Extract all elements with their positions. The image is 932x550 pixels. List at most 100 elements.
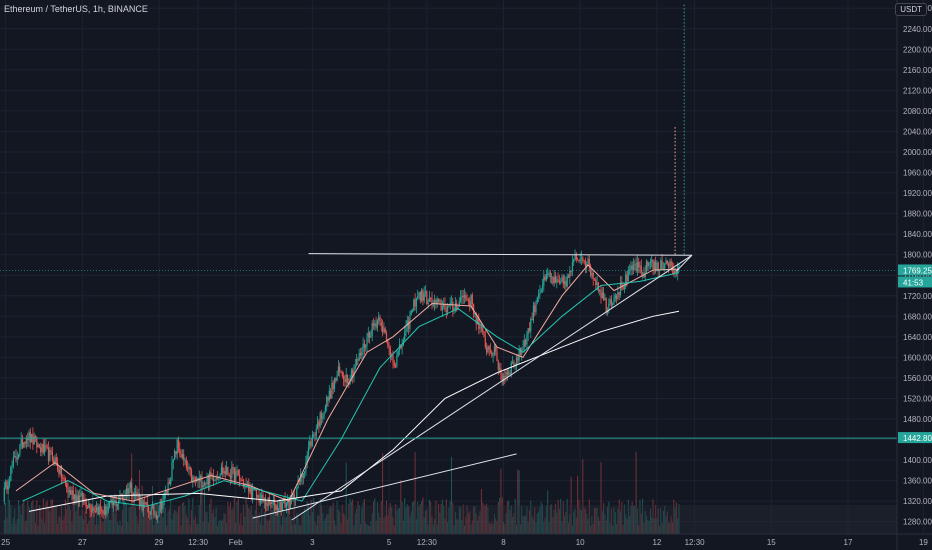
candle-body <box>587 258 589 264</box>
candle-body <box>605 298 607 313</box>
y-tick-label: 1760.00 <box>903 271 932 280</box>
candle-body <box>441 306 443 311</box>
volume-bar <box>274 510 276 534</box>
candle-body <box>336 375 338 381</box>
candle-body <box>601 292 603 298</box>
candle-body <box>558 280 560 283</box>
volume-bar <box>152 486 153 534</box>
candle-body <box>50 450 52 452</box>
candle-body <box>346 374 349 384</box>
candle-body <box>657 262 659 272</box>
candle-body <box>200 475 202 478</box>
candle-body <box>462 295 464 298</box>
volume-bar <box>512 516 514 534</box>
volume-bar <box>643 522 645 534</box>
candle-body <box>133 492 135 497</box>
volume-bar <box>401 502 403 534</box>
volume-bar <box>466 505 468 534</box>
volume-bar <box>505 512 507 534</box>
candle-body <box>387 339 389 346</box>
volume-bar <box>48 507 49 534</box>
volume-bar <box>620 511 621 534</box>
volume-bar <box>522 516 524 534</box>
volume-bar <box>357 501 359 534</box>
candle-body <box>645 261 648 273</box>
candle-body <box>223 470 225 474</box>
volume-bar <box>106 502 108 534</box>
volume-bar <box>64 499 66 534</box>
candle-body <box>259 498 261 503</box>
candle-body <box>392 355 394 363</box>
volume-bar <box>120 525 122 534</box>
candle-body <box>414 299 416 307</box>
y-tick-label: 1600.00 <box>903 353 932 362</box>
candle-body <box>423 293 425 301</box>
symbol-title[interactable]: Ethereum / TetherUS, 1h, BINANCE <box>4 4 148 14</box>
candle-body <box>375 323 377 328</box>
volume-bar <box>678 504 680 534</box>
volume-bar <box>6 517 8 534</box>
y-tick-label: 1680.00 <box>903 312 932 321</box>
volume-bar <box>452 502 454 534</box>
candle-body <box>649 262 651 264</box>
candle-body <box>493 345 495 355</box>
volume-bar <box>595 508 597 534</box>
candle-body <box>236 470 238 472</box>
volume-bar <box>32 500 34 534</box>
volume-bar <box>70 509 72 534</box>
currency-button[interactable]: USDT <box>895 3 927 16</box>
candle-body <box>470 294 472 306</box>
candle-body <box>512 361 514 363</box>
candle-body <box>366 337 368 346</box>
candle-body <box>656 262 658 272</box>
candle-body <box>359 353 362 356</box>
volume-bar <box>584 509 586 534</box>
volume-bar <box>232 508 234 534</box>
volume-bar <box>651 517 653 534</box>
candle-body <box>166 490 168 493</box>
volume-bar <box>254 509 256 534</box>
volume-bar <box>61 506 62 534</box>
candle-body <box>634 263 636 265</box>
candle-body <box>275 505 277 511</box>
volume-bar <box>188 498 190 534</box>
y-tick-label: 1520.00 <box>903 394 932 403</box>
volume-bar <box>322 513 324 534</box>
candle-body <box>110 499 112 503</box>
volume-bar <box>487 507 489 534</box>
candle-body <box>232 467 234 469</box>
volume-bar <box>57 523 59 534</box>
candle-body <box>319 412 321 427</box>
candle-body <box>391 355 393 357</box>
candle-body <box>271 502 273 504</box>
candle-body <box>288 499 290 508</box>
volume-bar <box>257 516 259 534</box>
candle-body <box>518 348 520 361</box>
volume-bar <box>629 515 631 534</box>
y-tick-label: 2200.00 <box>903 45 932 54</box>
volume-bar <box>591 515 593 534</box>
volume-bar <box>343 513 345 534</box>
volume-bar <box>259 523 261 534</box>
volume-bar <box>395 504 397 534</box>
candle-body <box>38 444 40 448</box>
volume-bar <box>634 505 636 534</box>
candle-body <box>157 516 159 520</box>
candle-body <box>294 498 297 500</box>
volume-bar <box>24 521 26 534</box>
volume-bar <box>341 504 343 534</box>
candle-body <box>669 261 671 268</box>
y-tick-label: 1800.00 <box>903 251 932 260</box>
candle-body <box>482 327 484 332</box>
candle-body <box>249 487 251 492</box>
volume-bar <box>236 501 238 534</box>
candle-body <box>430 297 432 299</box>
volume-bar <box>462 504 464 534</box>
candle-body <box>639 265 641 268</box>
volume-bar <box>412 502 413 534</box>
candle-body <box>8 481 11 486</box>
volume-bar <box>504 523 506 534</box>
volume-bar <box>659 525 660 534</box>
volume-bar <box>33 509 35 534</box>
